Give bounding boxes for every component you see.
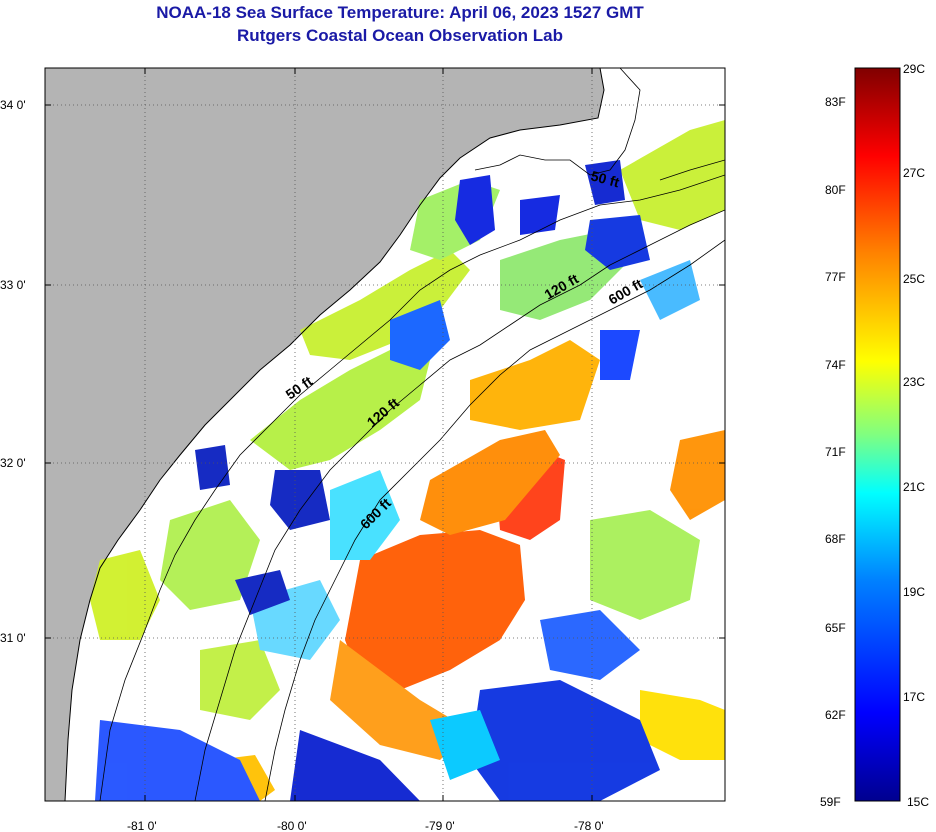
lat-label: 34 0' — [0, 98, 26, 112]
colorbar-c-label: 19C — [903, 585, 925, 599]
lon-label: -80 0' — [277, 819, 307, 832]
isobath-label: 50 ft — [589, 167, 621, 190]
colorbar-c-label: 21C — [903, 480, 925, 494]
map-title: NOAA-18 Sea Surface Temperature: April 0… — [156, 3, 644, 22]
land-mass — [45, 68, 604, 801]
colorbar-f-label: 68F — [825, 532, 846, 546]
isobath-50ft — [99, 174, 725, 801]
colorbar-f-label: 80F — [825, 183, 846, 197]
colorbar-f-label: 83F — [825, 95, 846, 109]
colorbar-c-label: 29C — [903, 62, 925, 76]
colorbar-f-label: 77F — [825, 270, 846, 284]
graticule — [45, 68, 725, 801]
colorbar-f-label: 74F — [825, 358, 846, 372]
axis-ticks — [45, 68, 725, 801]
colorbar-c-label: 25C — [903, 272, 925, 286]
colorbar-f-label: 65F — [825, 621, 846, 635]
colorbar-c-label: 17C — [903, 690, 925, 704]
colorbar — [854, 67, 901, 802]
lat-label: 31 0' — [0, 631, 26, 645]
lat-label: 33 0' — [0, 278, 26, 292]
isobath-120ft — [194, 209, 725, 801]
colorbar-c-label: 23C — [903, 375, 925, 389]
sst-patches — [90, 120, 725, 801]
lon-label: -78 0' — [574, 819, 604, 832]
colorbar-f-label: 59F — [820, 795, 841, 809]
lat-label: 32 0' — [0, 456, 26, 470]
map-border — [44, 67, 726, 802]
colorbar-c-label: 15C — [907, 795, 929, 809]
coastline — [64, 68, 605, 801]
colorbar-c-labels: 29C 27C 25C 23C 21C 19C 17C 15C — [903, 62, 929, 809]
lon-label: -81 0' — [127, 819, 157, 832]
colorbar-f-labels: 83F 80F 77F 74F 71F 68F 65F 62F 59F — [820, 95, 846, 809]
isobath-600ft — [264, 239, 725, 801]
lon-label: -79 0' — [425, 819, 455, 832]
colorbar-c-label: 27C — [903, 166, 925, 180]
map-subtitle: Rutgers Coastal Ocean Observation Lab — [237, 26, 563, 45]
colorbar-f-label: 71F — [825, 445, 846, 459]
colorbar-f-label: 62F — [825, 708, 846, 722]
